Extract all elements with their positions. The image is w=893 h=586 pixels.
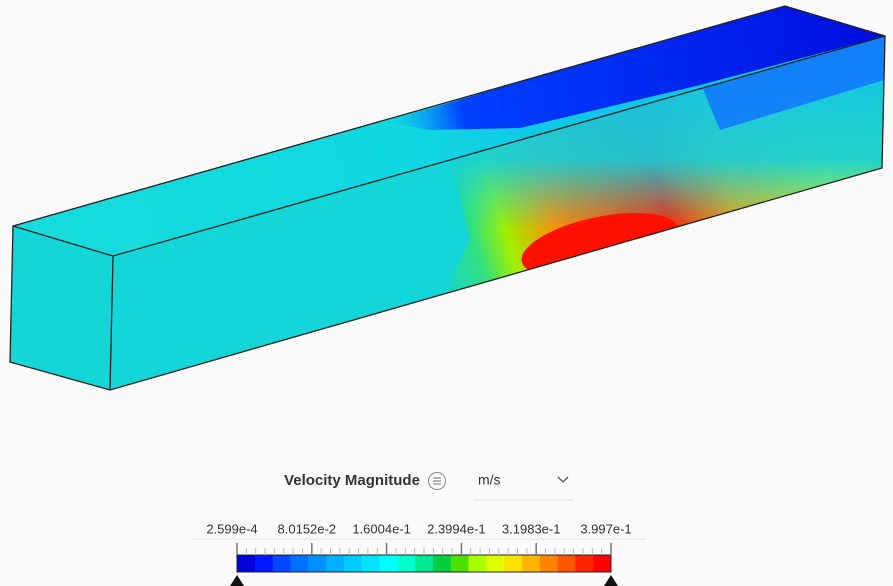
colorbar-segment [432,555,452,572]
side-contours [110,36,885,390]
colorbar-segment [521,555,541,572]
colorbar-segment [379,555,398,572]
min-handle[interactable] [230,575,244,586]
colorbar-segment [290,555,309,572]
colorbar-label: 8.0152e-2 [278,521,337,536]
unit-label: m/s [478,472,501,488]
colorbar-label: 2.599e-4 [206,521,257,536]
colorbar-segment [486,555,505,572]
colorbar-segment [593,555,612,572]
colorbar-segment [361,555,380,572]
colorbar: 2.599e-4 8.0152e-2 1.6004e-1 2.3994e-1 3.198… [192,521,646,573]
colorbar-segment [326,555,345,572]
unit-dropdown[interactable]: m/s [473,472,573,501]
beam-end-face [10,226,113,390]
colorbar-segment [450,555,470,572]
colorbar-label: 3.997e-1 [580,521,631,536]
legend-menu-button[interactable] [428,472,446,490]
colorbar-segment [254,555,274,572]
colorbar-label: 2.3994e-1 [427,521,486,536]
colorbar-label: 1.6004e-1 [352,521,411,536]
colorbar-segment [575,555,594,572]
colorbar-segment [557,555,576,572]
colorbar-segment [272,555,291,572]
colorbar-segment [308,555,327,572]
colorbar-segment [504,555,523,572]
legend-title: Velocity Magnitude [284,472,420,489]
colorbar-segment [415,555,434,572]
beam-edges [9,5,886,391]
colorbar-segment [539,555,559,572]
colorbar-label: 3.1983e-1 [502,521,561,536]
top-contours [385,6,885,130]
colorbar-segment [237,555,256,572]
colorbar-segment [397,555,416,572]
max-handle[interactable] [604,575,618,586]
colorbar-segment [343,555,363,572]
colorbar-segment [468,555,487,572]
